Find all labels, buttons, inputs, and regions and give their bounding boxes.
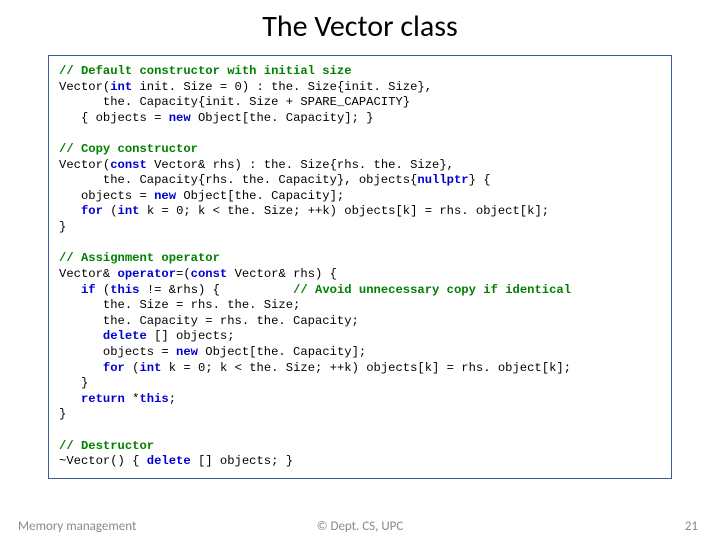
code-text: Object[the. Capacity]; } — [191, 111, 374, 125]
code-text: Object[the. Capacity]; — [198, 345, 366, 359]
code-text: Object[the. Capacity]; — [176, 189, 344, 203]
code-text — [59, 283, 81, 297]
code-text: [] objects; } — [191, 454, 293, 468]
code-text: { objects = — [59, 111, 169, 125]
keyword-new: new — [169, 111, 191, 125]
slide-title: The Vector class — [0, 0, 720, 55]
keyword-for: for — [81, 204, 103, 218]
comment-copy-ctor: // Copy constructor — [59, 142, 198, 156]
code-text — [59, 329, 103, 343]
code-text: the. Capacity{init. Size + SPARE_CAPACIT… — [59, 95, 410, 109]
code-text: ( — [96, 283, 111, 297]
code-text: ( — [103, 204, 118, 218]
code-text: * — [125, 392, 140, 406]
keyword-this: this — [139, 392, 168, 406]
keyword-int: int — [118, 204, 140, 218]
code-text: } { — [469, 173, 491, 187]
code-text: ( — [125, 361, 140, 375]
code-text — [59, 392, 81, 406]
keyword-nullptr: nullptr — [417, 173, 468, 187]
code-text: Vector( — [59, 158, 110, 172]
code-text: init. Size = 0) : the. Size{init. Size}, — [132, 80, 432, 94]
footer-center: © Dept. CS, UPC — [0, 519, 720, 534]
keyword-delete: delete — [147, 454, 191, 468]
keyword-this: this — [110, 283, 139, 297]
keyword-if: if — [81, 283, 96, 297]
keyword-const: const — [191, 267, 228, 281]
keyword-operator: operator — [118, 267, 177, 281]
keyword-new: new — [176, 345, 198, 359]
footer-page-number: 21 — [685, 519, 698, 534]
code-text: Vector& rhs) { — [227, 267, 337, 281]
comment-destructor: // Destructor — [59, 439, 154, 453]
code-text — [59, 204, 81, 218]
code-text: =( — [176, 267, 191, 281]
keyword-for: for — [103, 361, 125, 375]
keyword-int: int — [139, 361, 161, 375]
keyword-int: int — [110, 80, 132, 94]
code-text — [59, 361, 103, 375]
code-text: objects = — [59, 189, 154, 203]
keyword-const: const — [110, 158, 147, 172]
code-text: ; — [169, 392, 176, 406]
comment-assign: // Assignment operator — [59, 251, 220, 265]
comment-avoid: // Avoid unnecessary copy if identical — [293, 283, 571, 297]
code-text: k = 0; k < the. Size; ++k) objects[k] = … — [161, 361, 571, 375]
code-text: Vector& — [59, 267, 118, 281]
code-text: k = 0; k < the. Size; ++k) objects[k] = … — [140, 204, 550, 218]
code-text: [] objects; — [147, 329, 235, 343]
code-text: ~Vector() { — [59, 454, 147, 468]
keyword-new: new — [154, 189, 176, 203]
code-text: } — [59, 220, 66, 234]
keyword-delete: delete — [103, 329, 147, 343]
code-text: != &rhs) { — [140, 283, 294, 297]
code-text: Vector& rhs) : the. Size{rhs. the. Size}… — [147, 158, 454, 172]
code-text: } — [59, 407, 66, 421]
code-text: the. Size = rhs. the. Size; — [59, 298, 300, 312]
code-text: the. Capacity{rhs. the. Capacity}, objec… — [59, 173, 417, 187]
comment-default-ctor: // Default constructor with initial size — [59, 64, 352, 78]
code-text: the. Capacity = rhs. the. Capacity; — [59, 314, 359, 328]
code-text: Vector( — [59, 80, 110, 94]
code-text: objects = — [59, 345, 176, 359]
code-block: // Default constructor with initial size… — [48, 55, 672, 479]
keyword-return: return — [81, 392, 125, 406]
code-text: } — [59, 376, 88, 390]
